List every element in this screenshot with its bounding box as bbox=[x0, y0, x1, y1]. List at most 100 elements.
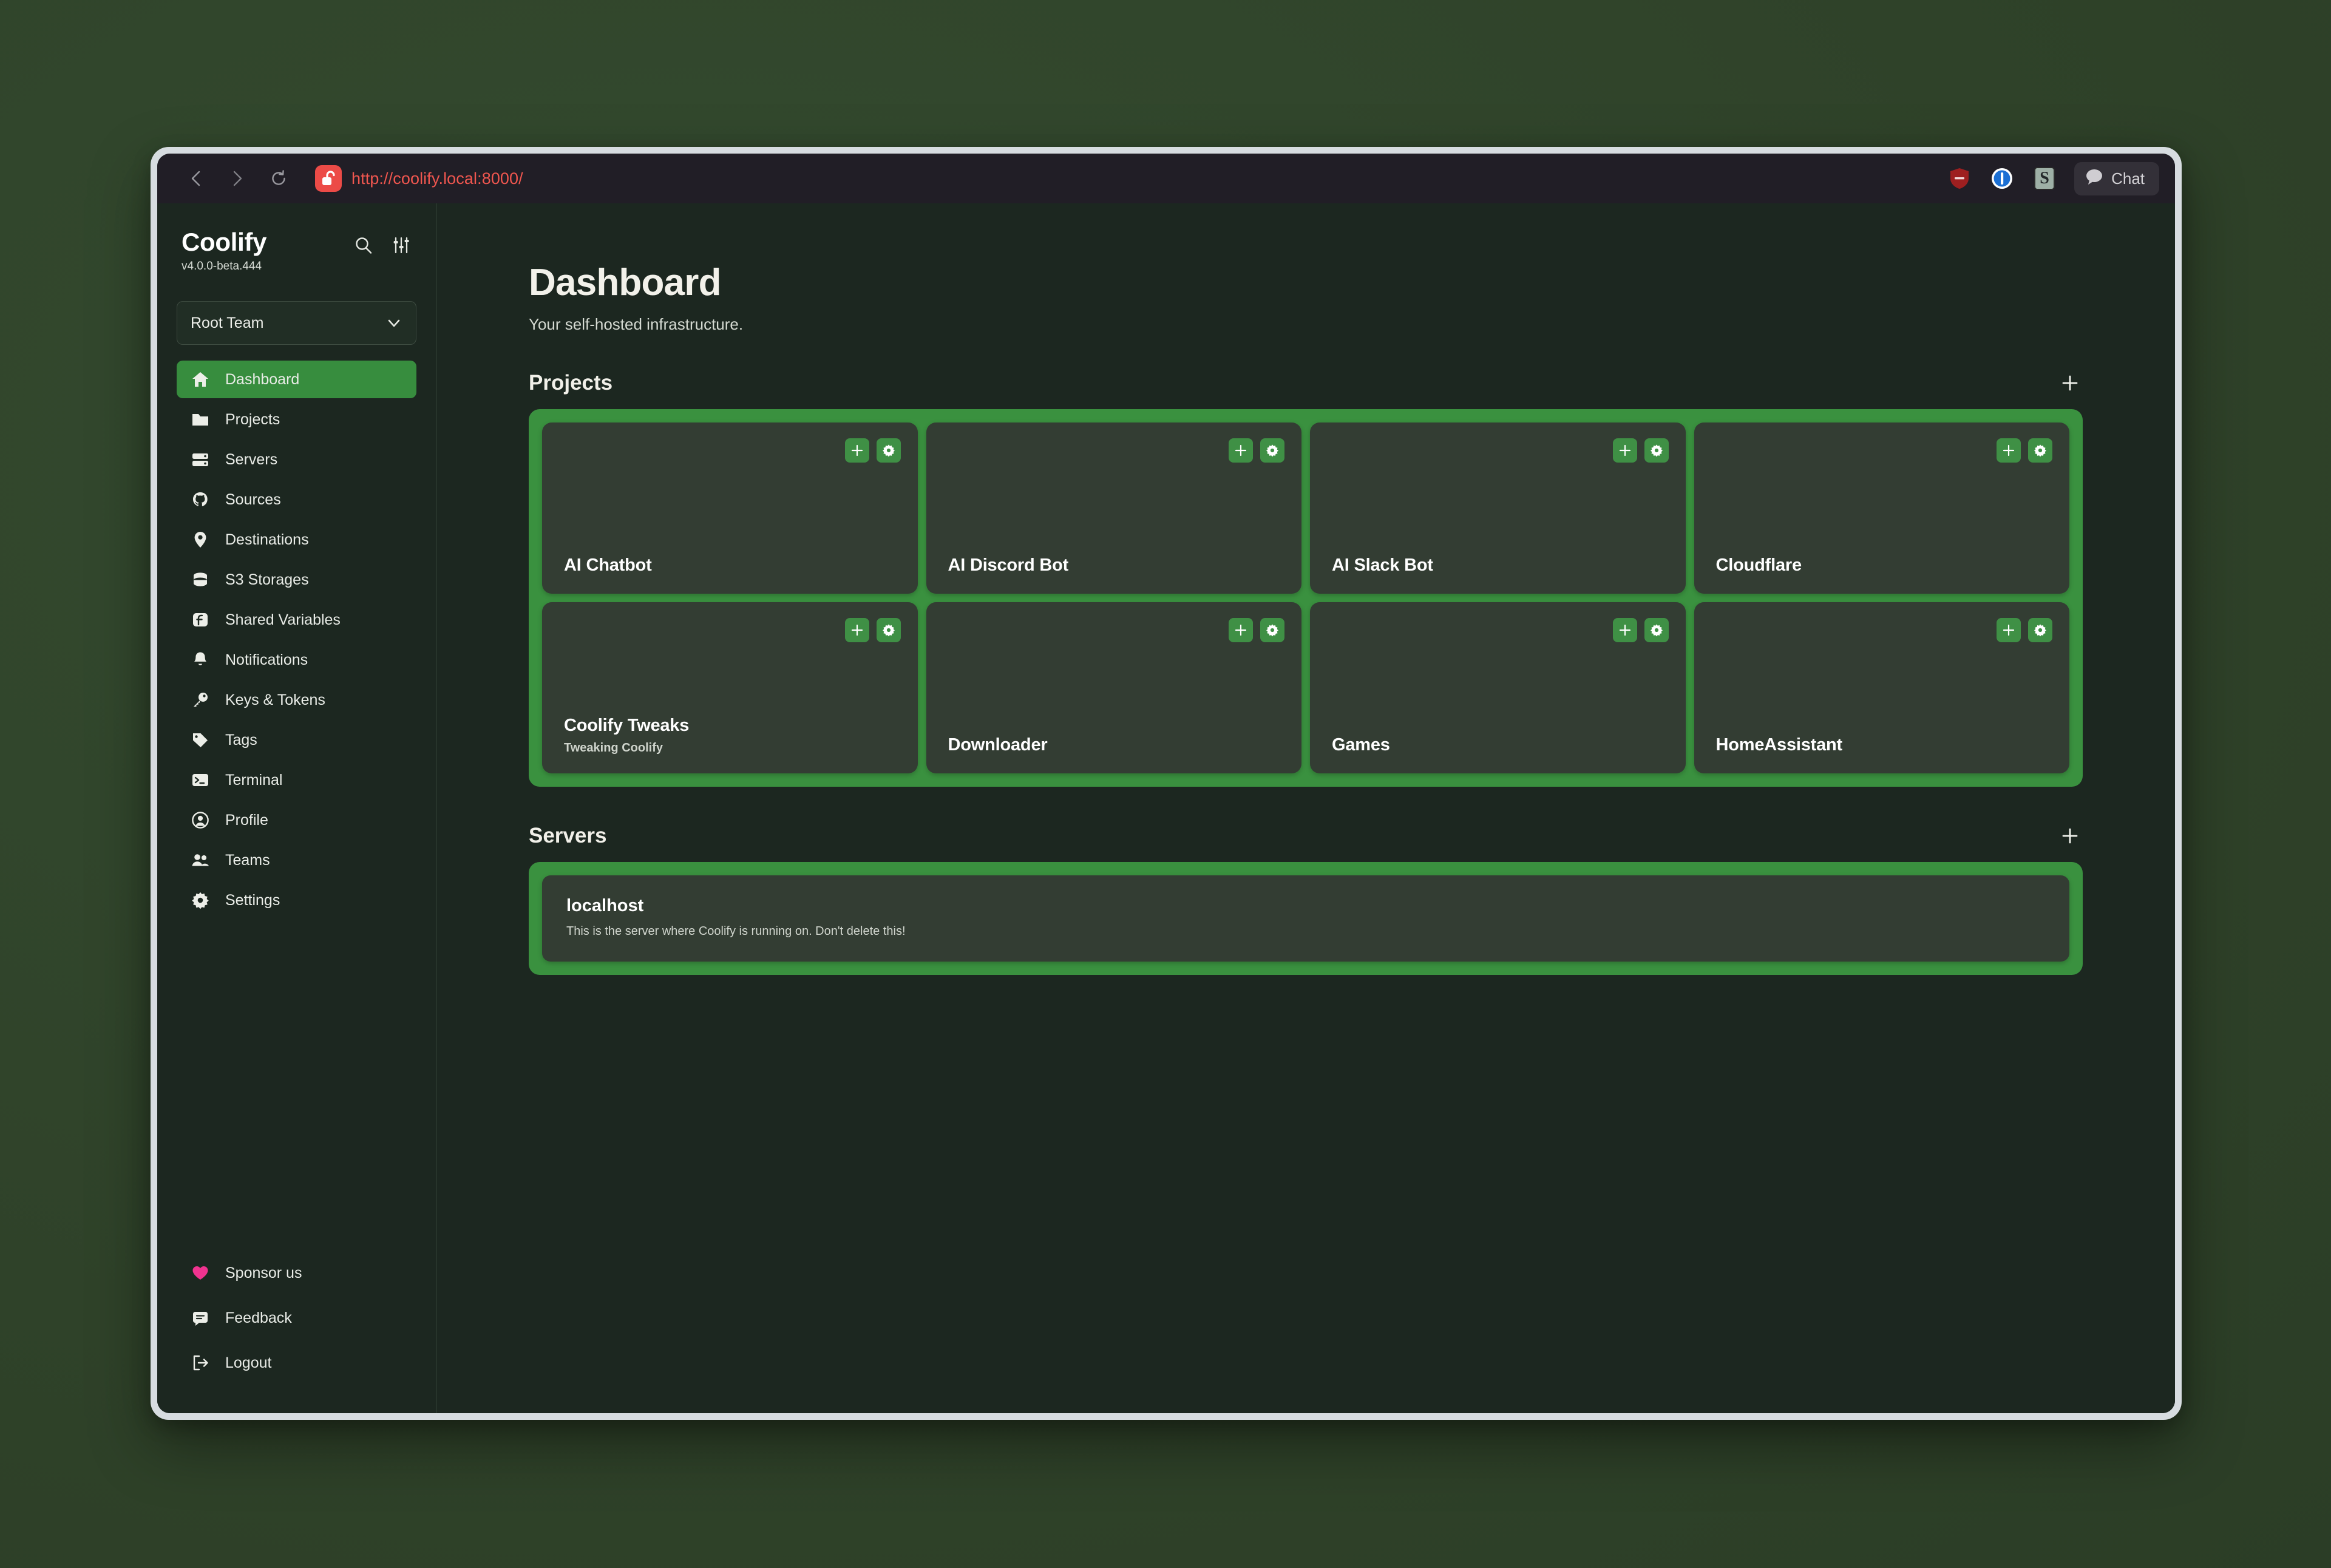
project-settings-button[interactable] bbox=[876, 438, 901, 463]
chat-button-label: Chat bbox=[2111, 169, 2145, 188]
server-icon bbox=[190, 449, 211, 470]
team-selector[interactable]: Root Team bbox=[177, 301, 416, 345]
shield-blocker-icon[interactable] bbox=[1947, 166, 1972, 191]
sidebar-item-servers[interactable]: Servers bbox=[177, 441, 416, 478]
sidebar-item-label: Keys & Tokens bbox=[225, 691, 325, 708]
sidebar-item-keys-tokens[interactable]: Keys & Tokens bbox=[177, 681, 416, 719]
sidebar-item-teams[interactable]: Teams bbox=[177, 841, 416, 879]
sidebar-item-label: Notifications bbox=[225, 651, 308, 668]
server-card[interactable]: localhost This is the server where Cooli… bbox=[542, 875, 2069, 962]
sidebar-item-sources[interactable]: Sources bbox=[177, 481, 416, 518]
sidebar-item-label: Settings bbox=[225, 891, 280, 909]
project-settings-button[interactable] bbox=[1260, 618, 1284, 642]
card-actions bbox=[1997, 618, 2052, 642]
sidebar-item-notifications[interactable]: Notifications bbox=[177, 641, 416, 679]
project-card[interactable]: Cloudflare bbox=[1694, 423, 2069, 594]
letter-s-icon[interactable]: S bbox=[2032, 166, 2057, 191]
terminal-icon bbox=[190, 770, 211, 790]
chevron-left-icon bbox=[188, 169, 204, 188]
back-button[interactable] bbox=[178, 160, 214, 197]
add-resource-button[interactable] bbox=[1229, 618, 1253, 642]
project-card[interactable]: HomeAssistant bbox=[1694, 602, 2069, 773]
add-resource-button[interactable] bbox=[844, 438, 869, 463]
page-subtitle: Your self-hosted infrastructure. bbox=[529, 315, 744, 333]
add-resource-button[interactable] bbox=[1997, 618, 2021, 642]
project-settings-button[interactable] bbox=[2028, 618, 2052, 642]
sidebar-item-destinations[interactable]: Destinations bbox=[177, 521, 416, 558]
project-card[interactable]: AI Discord Bot bbox=[926, 423, 1301, 594]
users-icon bbox=[190, 850, 211, 871]
brand-name: Coolify bbox=[182, 228, 267, 256]
card-actions bbox=[1229, 618, 1284, 642]
add-resource-button[interactable] bbox=[1612, 438, 1637, 463]
sidebar-item-label: Logout bbox=[225, 1354, 272, 1371]
sidebar-item-shared-variables[interactable]: Shared Variables bbox=[177, 601, 416, 639]
sidebar-item-feedback[interactable]: Feedback bbox=[177, 1299, 416, 1337]
project-name: AI Slack Bot bbox=[1332, 555, 1433, 575]
project-settings-button[interactable] bbox=[1644, 618, 1669, 642]
bell-icon bbox=[190, 650, 211, 670]
forward-button[interactable] bbox=[219, 160, 256, 197]
project-settings-button[interactable] bbox=[2028, 438, 2052, 463]
sliders-icon[interactable] bbox=[391, 235, 412, 256]
project-name: AI Discord Bot bbox=[948, 555, 1069, 575]
project-name: HomeAssistant bbox=[1715, 735, 1843, 755]
sidebar-item-terminal[interactable]: Terminal bbox=[177, 761, 416, 799]
sidebar-item-label: Terminal bbox=[225, 771, 283, 789]
project-settings-button[interactable] bbox=[1260, 438, 1284, 463]
brand-text: Coolify v4.0.0-beta.444 bbox=[182, 228, 267, 273]
add-project-button[interactable] bbox=[2057, 370, 2083, 396]
gear-icon bbox=[190, 890, 211, 911]
sidebar-item-label: Feedback bbox=[225, 1309, 292, 1326]
user-circle-icon bbox=[190, 810, 211, 830]
unlocked-padlock-icon[interactable] bbox=[315, 165, 342, 192]
feedback-icon bbox=[190, 1308, 211, 1328]
chat-button[interactable]: Chat bbox=[2074, 161, 2159, 195]
card-actions bbox=[1612, 618, 1669, 642]
project-card[interactable]: Coolify Tweaks Tweaking Coolify bbox=[542, 602, 918, 773]
project-settings-button[interactable] bbox=[1644, 438, 1669, 463]
sidebar-item-label: Shared Variables bbox=[225, 611, 341, 628]
add-resource-button[interactable] bbox=[1997, 438, 2021, 463]
sidebar-item-dashboard[interactable]: Dashboard bbox=[177, 361, 416, 399]
project-card[interactable]: Downloader bbox=[926, 602, 1301, 773]
browser-viewport: http://coolify.local:8000/ bbox=[157, 154, 2175, 1413]
sidebar-item-tags[interactable]: Tags bbox=[177, 721, 416, 759]
servers-section-title: Servers bbox=[529, 824, 607, 847]
card-actions bbox=[844, 438, 901, 463]
project-name: AI Chatbot bbox=[564, 555, 652, 575]
team-selector-label: Root Team bbox=[191, 314, 264, 331]
server-description: This is the server where Coolify is runn… bbox=[566, 925, 906, 938]
sidebar-item-profile[interactable]: Profile bbox=[177, 801, 416, 839]
add-resource-button[interactable] bbox=[1612, 618, 1637, 642]
project-card[interactable]: AI Chatbot bbox=[542, 423, 918, 594]
brand-header: Coolify v4.0.0-beta.444 bbox=[177, 203, 416, 273]
sidebar-item-label: Tags bbox=[225, 731, 257, 748]
project-settings-button[interactable] bbox=[876, 618, 901, 642]
search-icon[interactable] bbox=[353, 235, 374, 256]
project-name: Games bbox=[1332, 735, 1390, 755]
project-card[interactable]: Games bbox=[1310, 602, 1686, 773]
sidebar-nav: Dashboard Projects bbox=[177, 361, 416, 919]
add-server-button[interactable] bbox=[2057, 823, 2083, 849]
project-card[interactable]: AI Slack Bot bbox=[1310, 423, 1686, 594]
sidebar-item-settings[interactable]: Settings bbox=[177, 881, 416, 919]
database-icon bbox=[190, 569, 211, 590]
navigation-buttons bbox=[178, 160, 297, 197]
tag-icon bbox=[190, 730, 211, 750]
sidebar-item-label: Destinations bbox=[225, 531, 309, 548]
sidebar-item-s3-storages[interactable]: S3 Storages bbox=[177, 561, 416, 599]
onepassword-icon[interactable] bbox=[1989, 166, 2015, 191]
reload-button[interactable] bbox=[260, 160, 297, 197]
servers-list: localhost This is the server where Cooli… bbox=[529, 862, 2083, 975]
add-resource-button[interactable] bbox=[1229, 438, 1253, 463]
sidebar-item-sponsor-us[interactable]: Sponsor us bbox=[177, 1254, 416, 1292]
sidebar-item-logout[interactable]: Logout bbox=[177, 1344, 416, 1382]
sidebar-item-label: Sources bbox=[225, 490, 281, 508]
key-icon bbox=[190, 690, 211, 710]
address-bar[interactable]: http://coolify.local:8000/ bbox=[315, 165, 523, 192]
project-name: Coolify Tweaks bbox=[564, 716, 690, 735]
add-resource-button[interactable] bbox=[844, 618, 869, 642]
sidebar-item-projects[interactable]: Projects bbox=[177, 401, 416, 438]
github-icon bbox=[190, 489, 211, 510]
